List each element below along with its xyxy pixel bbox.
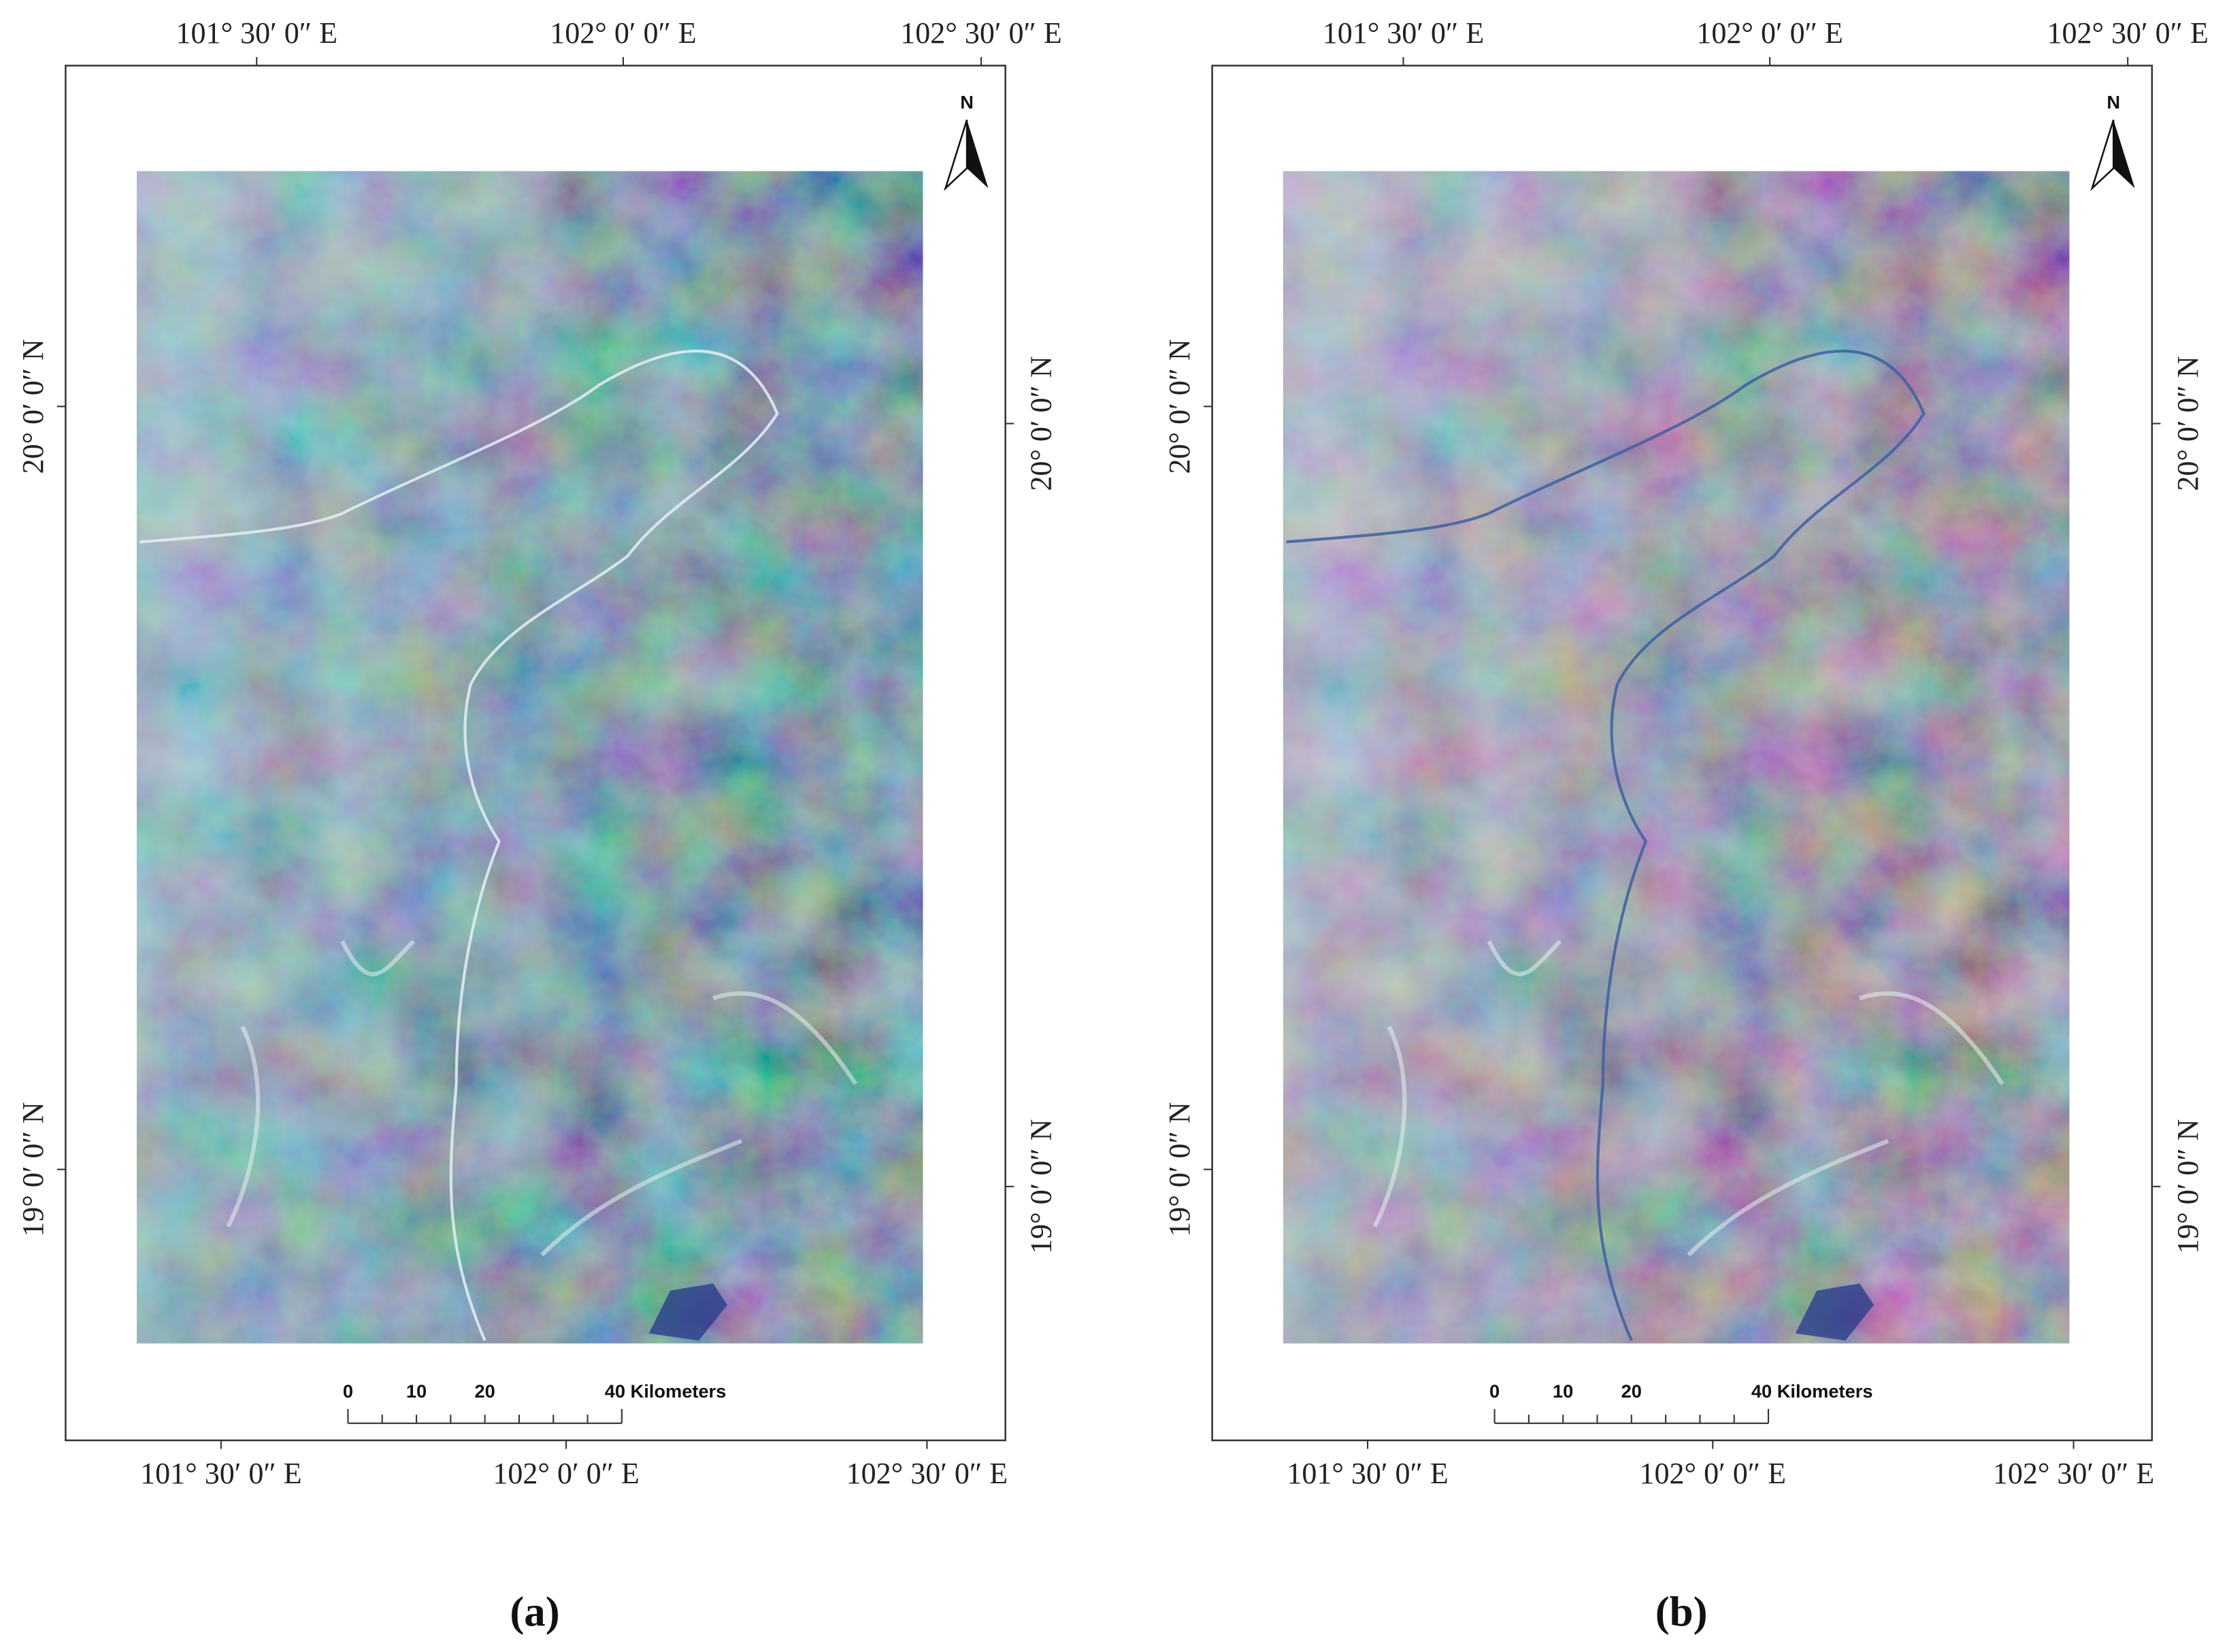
scale-label: 0 <box>343 1381 353 1402</box>
latitude-label: 19° 0′ 0″ N <box>1025 1119 1058 1254</box>
map-panel: 101° 30′ 0″ E 102° 0′ 0″ E 102° 30′ 0″ E 10… <box>16 16 1062 1636</box>
scale-label: 10 <box>1553 1381 1573 1402</box>
longitude-label: 102° 30′ 0″ E <box>1993 1457 2154 1490</box>
river <box>139 349 779 1342</box>
longitude-label: 102° 30′ 0″ E <box>2047 16 2208 50</box>
latitude-label: 19° 0′ 0″ N <box>16 1102 50 1237</box>
latitude-label: 20° 0′ 0″ N <box>2171 356 2205 491</box>
settlement <box>1372 940 2004 1257</box>
river <box>1286 349 1926 1342</box>
longitude-label: 102° 0′ 0″ E <box>550 16 696 50</box>
lake <box>648 1283 727 1341</box>
scale-label: 10 <box>406 1381 427 1402</box>
longitude-label: 102° 0′ 0″ E <box>1696 16 1843 50</box>
map-panel: 101° 30′ 0″ E 102° 0′ 0″ E 102° 30′ 0″ E 10… <box>1163 16 2209 1636</box>
latitude-label: 19° 0′ 0″ N <box>2171 1119 2205 1254</box>
longitude-label: 101° 30′ 0″ E <box>1287 1457 1448 1490</box>
longitude-label: 101° 30′ 0″ E <box>1323 16 1484 50</box>
north-label: N <box>960 91 974 112</box>
longitude-label: 102° 30′ 0″ E <box>900 16 1061 50</box>
longitude-label: 102° 30′ 0″ E <box>846 1457 1008 1490</box>
longitude-label: 101° 30′ 0″ E <box>176 16 337 50</box>
panel-caption: (b) <box>1655 1587 1708 1635</box>
longitude-label: 102° 0′ 0″ E <box>1640 1457 1786 1490</box>
latitude-label: 19° 0′ 0″ N <box>1163 1102 1196 1237</box>
scale-label: 40 Kilometers <box>1751 1381 1873 1402</box>
scale-label: 20 <box>474 1381 495 1402</box>
panel-caption: (a) <box>510 1587 559 1635</box>
settlement <box>226 940 858 1257</box>
north-label: N <box>2107 91 2120 112</box>
scale-label: 20 <box>1621 1381 1642 1402</box>
north-arrow <box>967 120 989 188</box>
scale-label: 0 <box>1489 1381 1500 1402</box>
haze-overlay <box>1283 171 2070 1344</box>
lake <box>1795 1283 1875 1341</box>
latitude-label: 20° 0′ 0″ N <box>1163 339 1196 474</box>
scale-label: 40 Kilometers <box>605 1381 727 1402</box>
longitude-label: 102° 0′ 0″ E <box>493 1457 639 1490</box>
latitude-label: 20° 0′ 0″ N <box>16 339 50 474</box>
latitude-label: 20° 0′ 0″ N <box>1025 356 1058 491</box>
haze-overlay <box>137 171 923 1344</box>
longitude-label: 101° 30′ 0″ E <box>140 1457 301 1490</box>
north-arrow <box>2113 120 2135 188</box>
